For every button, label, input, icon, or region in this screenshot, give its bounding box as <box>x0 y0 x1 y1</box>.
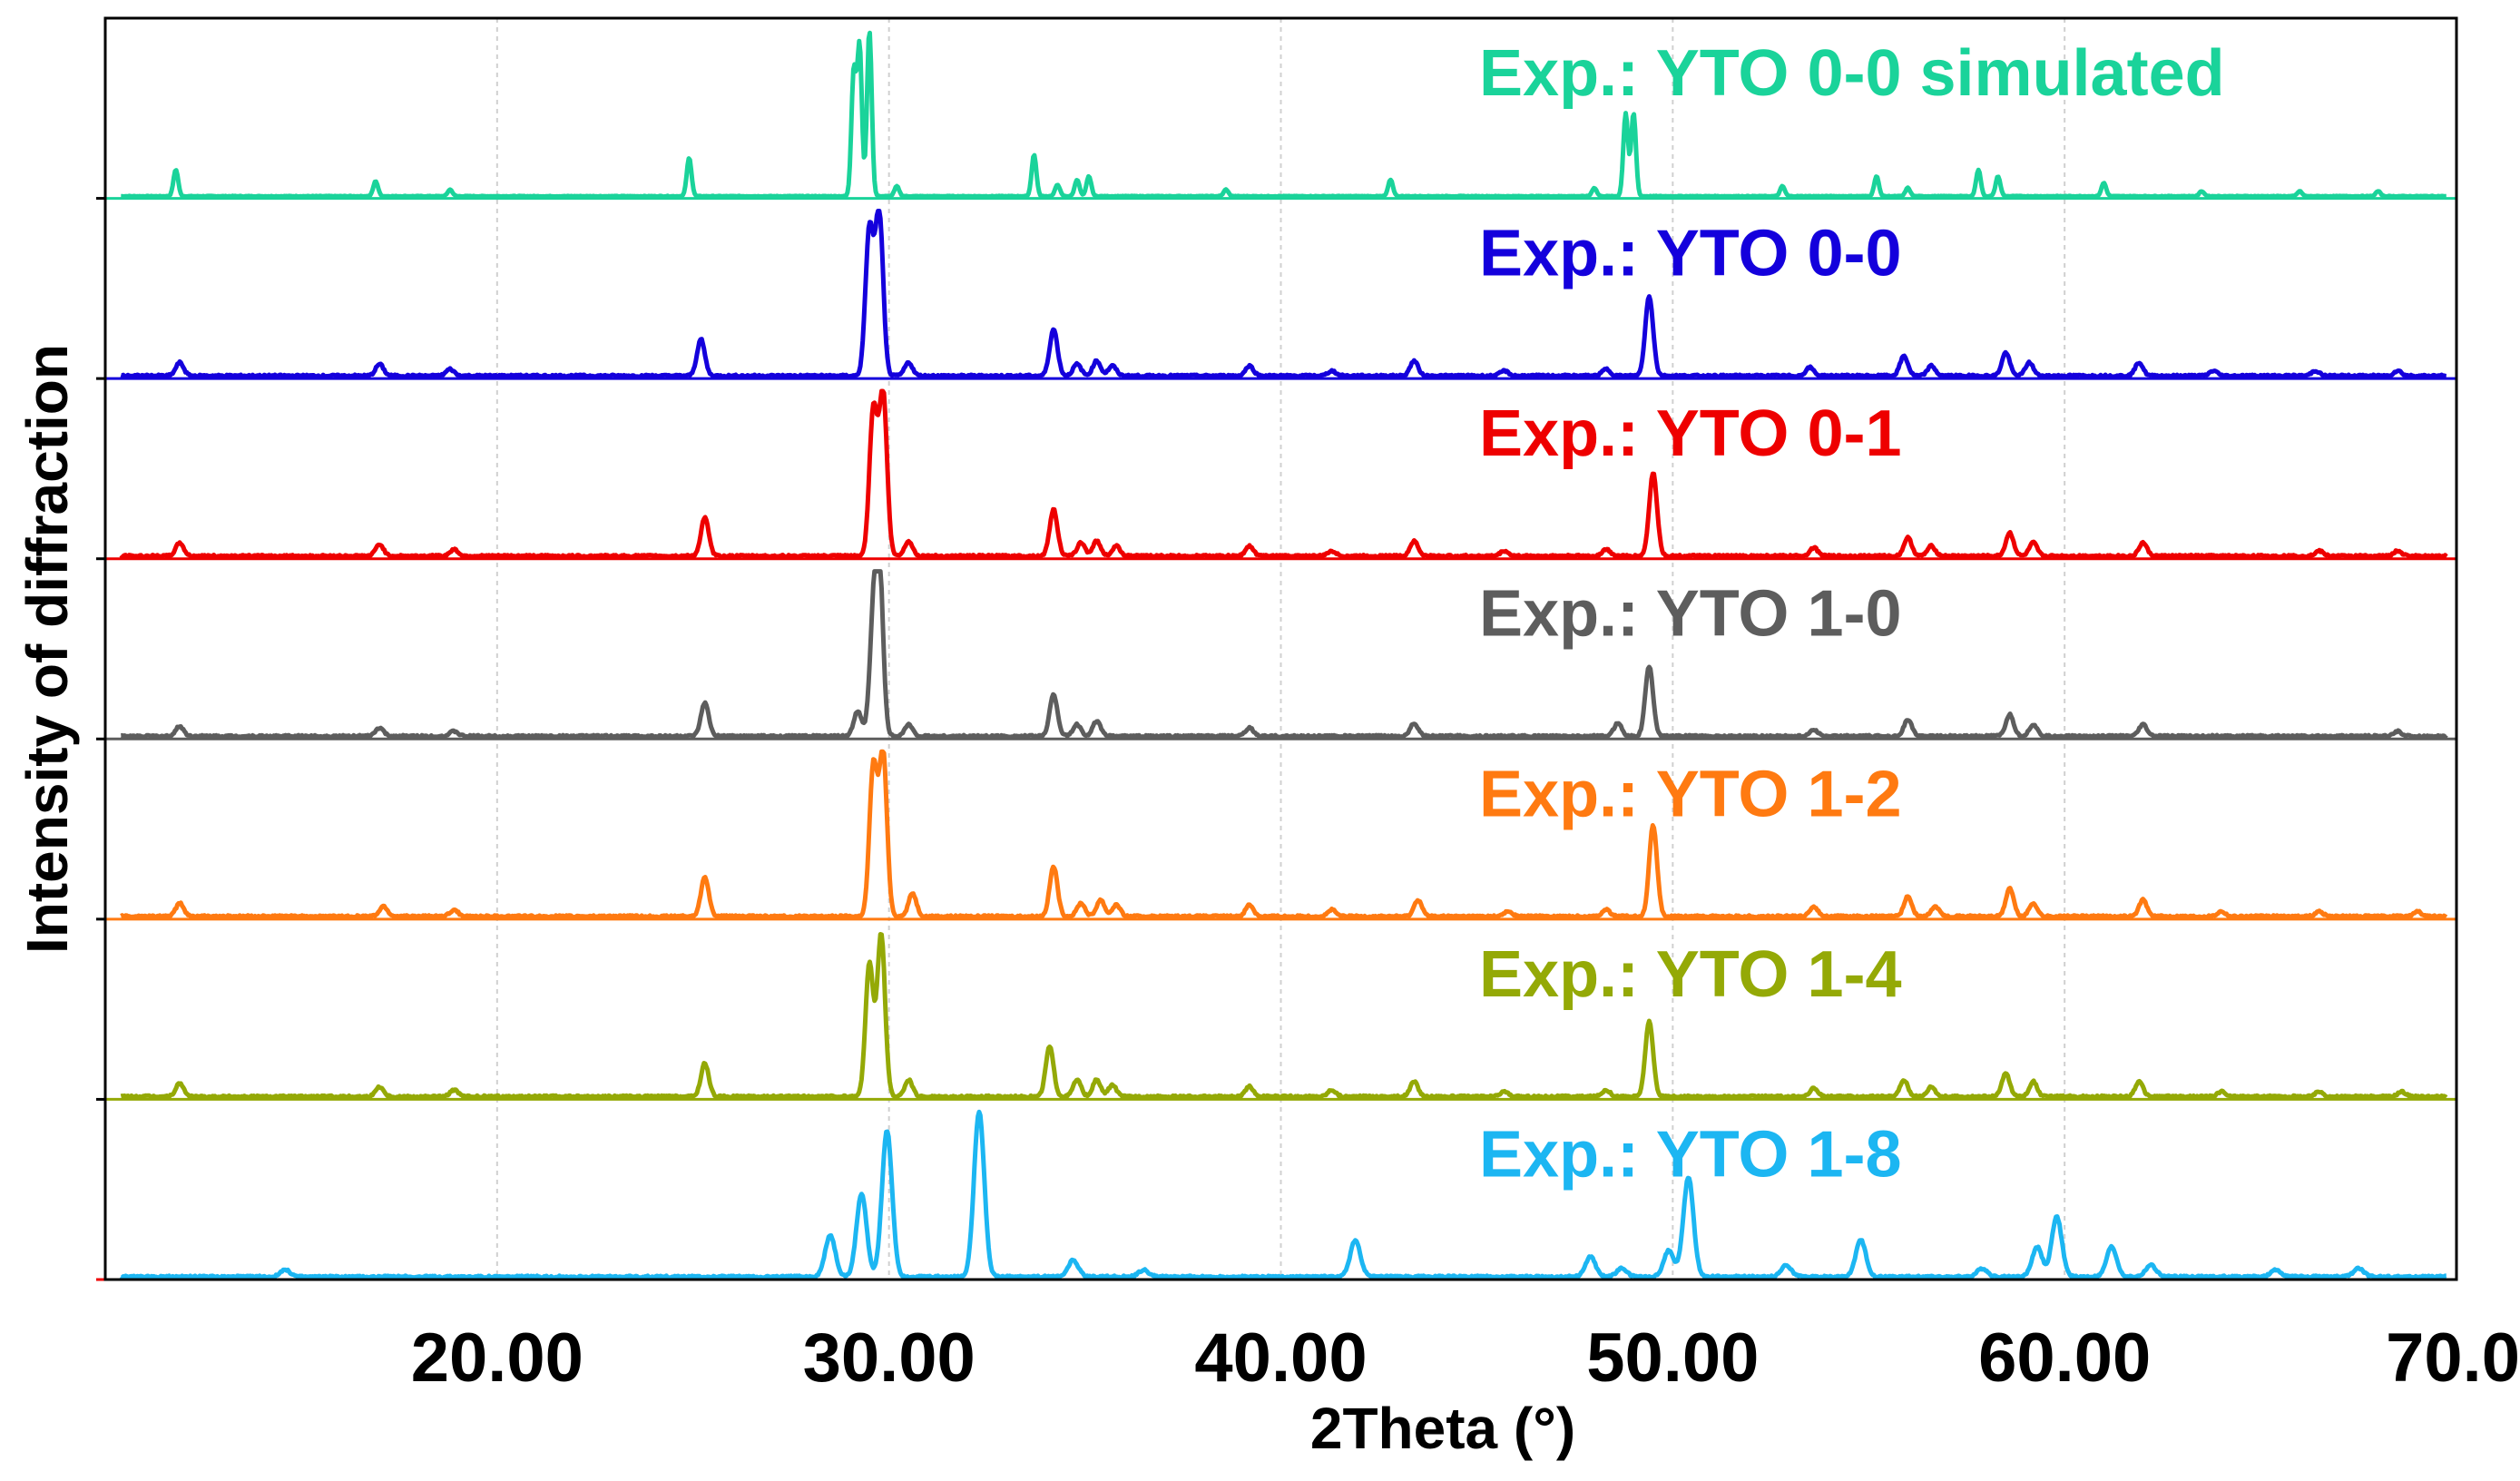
trace-series-5 <box>120 932 2448 1100</box>
series-labels: Exp.: YTO 0-0 simulated Exp.: YTO 0-0 Exp.… <box>1479 37 2225 1191</box>
trace-series-4 <box>120 749 2448 920</box>
gridlines <box>495 18 2066 1280</box>
x-tick-label: 40.00 <box>1194 1319 1367 1397</box>
series-label-4: Exp.: YTO 1-2 <box>1479 758 1902 830</box>
series-label-2: Exp.: YTO 0-1 <box>1479 397 1902 470</box>
series-label-0: Exp.: YTO 0-0 simulated <box>1479 37 2225 110</box>
x-axis-ticks: 20.00 30.00 40.00 50.00 60.00 70.0 <box>411 1319 2520 1397</box>
x-tick-label: 20.00 <box>411 1319 583 1397</box>
y-axis-title: Intensity of diffraction <box>15 344 80 954</box>
trace-series-3 <box>120 569 2448 740</box>
trace-series-6 <box>119 1109 2447 1280</box>
x-tick-label: 70.0 <box>2386 1319 2520 1397</box>
series-label-1: Exp.: YTO 0-0 <box>1479 218 1902 290</box>
trace-series-2 <box>119 388 2448 560</box>
x-axis-title: 2Theta (°) <box>1310 1396 1575 1461</box>
x-tick-label: 60.00 <box>1978 1319 2151 1397</box>
trace-series-0 <box>120 30 2447 200</box>
plot-frame <box>103 16 2458 1281</box>
x-tick-label: 30.00 <box>803 1319 976 1397</box>
x-tick-label: 50.00 <box>1586 1319 1759 1397</box>
diffraction-traces <box>119 30 2448 1280</box>
series-label-3: Exp.: YTO 1-0 <box>1479 578 1902 651</box>
series-label-5: Exp.: YTO 1-4 <box>1479 938 1902 1011</box>
series-label-6: Exp.: YTO 1-8 <box>1479 1118 1902 1191</box>
trace-series-1 <box>120 209 2447 379</box>
